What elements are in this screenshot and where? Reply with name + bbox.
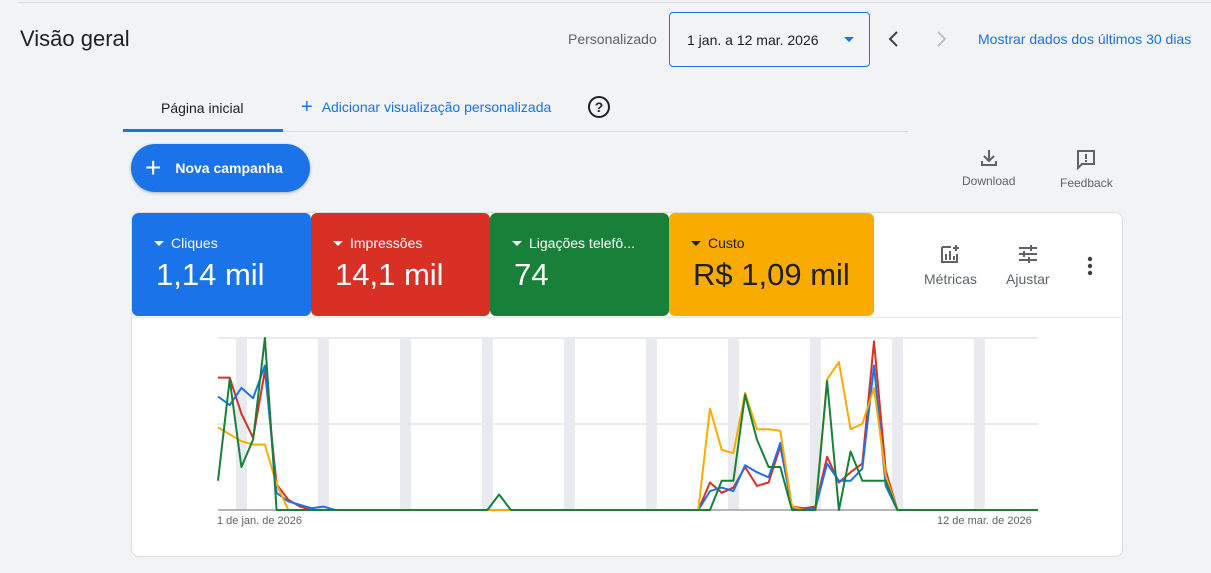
previous-period-button[interactable] (884, 28, 904, 50)
top-divider (18, 2, 1211, 3)
series-line-cliques (217, 364, 1038, 511)
metrics-label: Métricas (924, 271, 977, 287)
metric-card-cost[interactable]: Custo R$ 1,09 mil (669, 213, 874, 316)
metric-value: 1,14 mil (156, 257, 265, 292)
add-custom-view-button[interactable]: + Adicionar visualização personalizada (301, 96, 552, 118)
metric-card-phone-calls[interactable]: Ligações telefô... 74 (490, 213, 669, 316)
feedback-label: Feedback (1060, 176, 1113, 190)
metric-value: R$ 1,09 mil (693, 257, 850, 292)
metric-label: Cliques (154, 235, 218, 251)
metric-label-text: Custo (708, 235, 745, 251)
chevron-left-icon (888, 31, 898, 47)
view-tabs: Página inicial + Adicionar visualização … (123, 90, 908, 132)
metrics-button[interactable]: Métricas (924, 243, 977, 287)
next-period-button[interactable] (931, 28, 951, 50)
caret-down-icon (691, 240, 701, 246)
plus-icon: + (145, 152, 162, 183)
metric-value: 74 (514, 257, 549, 292)
dropdown-caret-icon (844, 37, 854, 42)
download-button[interactable]: Download (962, 148, 1015, 188)
overview-chart-card: Cliques 1,14 mil Impressões 14,1 mil Lig… (131, 212, 1123, 557)
metric-label: Custo (691, 235, 745, 251)
feedback-button[interactable]: Feedback (1060, 148, 1113, 190)
metric-label: Impressões (333, 235, 422, 251)
page-title: Visão geral (20, 26, 130, 51)
add-custom-view-label: Adicionar visualização personalizada (321, 99, 552, 115)
performance-line-chart[interactable] (132, 213, 1123, 557)
add-chart-icon (941, 245, 960, 263)
caret-down-icon (333, 240, 343, 246)
adjust-label: Ajustar (1006, 271, 1050, 287)
chevron-right-icon (937, 31, 947, 47)
metric-label-text: Cliques (171, 235, 218, 251)
x-axis-end-label: 12 de mar. de 2026 (937, 515, 1032, 527)
chart-divider (132, 317, 1122, 318)
caret-down-icon (512, 240, 522, 246)
download-icon (980, 150, 997, 166)
caret-down-icon (154, 240, 164, 246)
date-range-value: 1 jan. a 12 mar. 2026 (687, 32, 819, 48)
show-last-30-days-link[interactable]: Mostrar dados dos últimos 30 dias (978, 31, 1192, 47)
new-campaign-label: Nova campanha (175, 160, 283, 176)
more-vert-icon (1087, 256, 1093, 276)
x-axis-start-label: 1 de jan. de 2026 (217, 515, 303, 527)
date-range-picker[interactable]: 1 jan. a 12 mar. 2026 (669, 12, 870, 67)
tab-home-label: Página inicial (161, 100, 244, 116)
date-range-label: Personalizado (568, 31, 657, 47)
series-line-liga-es-telef-nicas (217, 337, 1038, 511)
feedback-icon (1077, 150, 1096, 170)
series-line-impress-es (218, 340, 1038, 511)
series-line-custo (217, 361, 1038, 511)
adjust-button[interactable]: Ajustar (1006, 243, 1050, 287)
tune-icon (1018, 245, 1037, 263)
download-label: Download (962, 174, 1016, 188)
metric-card-clicks[interactable]: Cliques 1,14 mil (132, 213, 311, 316)
new-campaign-button[interactable]: + Nova campanha (131, 144, 310, 192)
tab-home[interactable]: Página inicial (123, 90, 283, 132)
metric-label-text: Impressões (350, 235, 423, 251)
metric-value: 14,1 mil (335, 257, 444, 292)
metric-card-impressions[interactable]: Impressões 14,1 mil (311, 213, 490, 316)
metric-label: Ligações telefô... (512, 235, 635, 251)
metric-label-text: Ligações telefô... (529, 235, 635, 251)
more-options-button[interactable] (1087, 256, 1093, 281)
plus-icon: + (301, 96, 313, 118)
help-icon[interactable]: ? (588, 96, 610, 118)
